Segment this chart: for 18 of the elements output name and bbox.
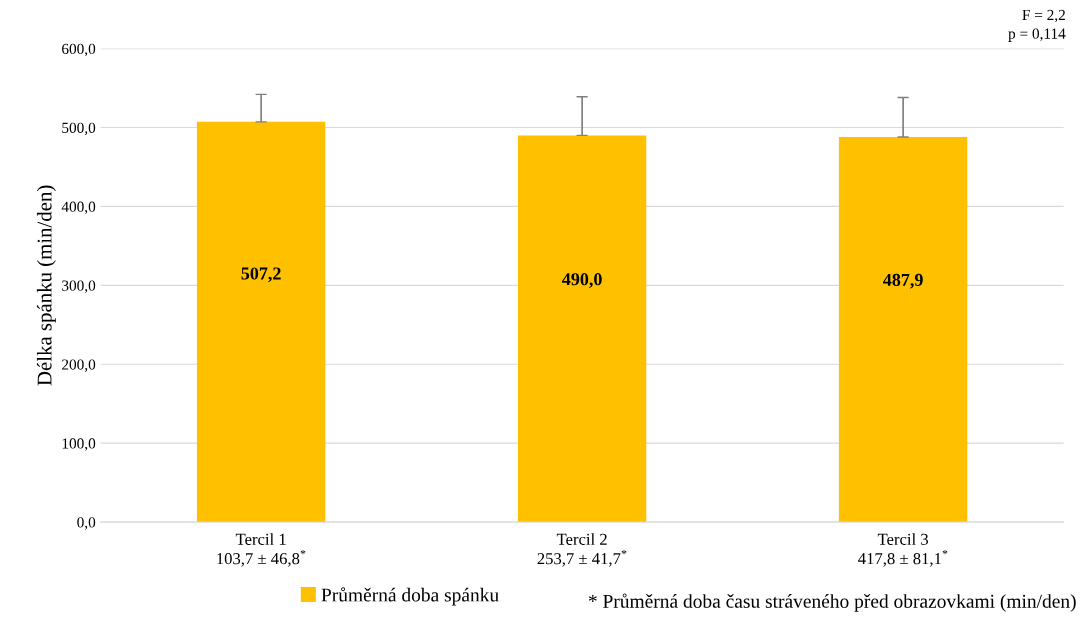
y-tick-label: 0,0 [77, 517, 96, 530]
data-label: 507,2 [241, 267, 281, 283]
y-tick-label: 200,0 [62, 359, 96, 372]
x-tick-label: Tercil 1 103,7 ± 46,8$^{*}$ [217, 533, 306, 567]
x-tick-label: Tercil 3 417,8 ± 81,1$^{*}$ [858, 533, 948, 567]
y-tick-label: 500,0 [62, 122, 96, 136]
data-label: 487,9 [883, 273, 923, 289]
y-tick-label: 100,0 [62, 438, 96, 451]
y-tick-label: 600,0 [62, 43, 96, 57]
text: p = 0,114 [1008, 28, 1066, 42]
y-axis-title: Délka spánku (min/den) [36, 185, 56, 386]
legend-label: Průměrná doba spánku [321, 587, 499, 606]
x-tick-label: Tercil 2 253,7 ± 41,7$^{*}$ [537, 533, 627, 567]
y-tick-label: 400,0 [61, 201, 96, 215]
text: F = 2,2 [1022, 9, 1065, 23]
y-tick-label: 300,0 [62, 280, 96, 293]
data-label: 490,0 [562, 273, 602, 288]
text: * Průměrná doba času stráveného před obrazovkami (min/den) [588, 593, 1076, 612]
